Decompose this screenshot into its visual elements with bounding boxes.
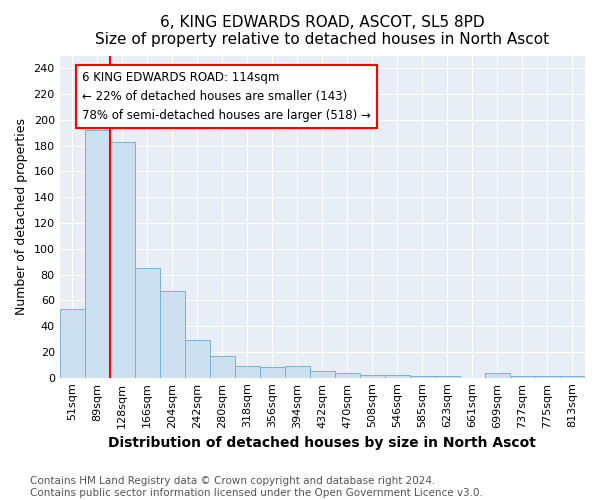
Y-axis label: Number of detached properties: Number of detached properties [15, 118, 28, 315]
Bar [85, 130, 110, 378]
Bar [260, 368, 285, 378]
X-axis label: Distribution of detached houses by size in North Ascot: Distribution of detached houses by size … [109, 436, 536, 450]
Bar [235, 366, 260, 378]
Bar [210, 356, 235, 378]
Bar [310, 371, 335, 378]
Bar [535, 376, 560, 378]
Bar [435, 376, 460, 378]
Text: Contains HM Land Registry data © Crown copyright and database right 2024.
Contai: Contains HM Land Registry data © Crown c… [30, 476, 483, 498]
Bar [360, 375, 385, 378]
Bar [160, 292, 185, 378]
Bar [185, 340, 210, 378]
Text: 6 KING EDWARDS ROAD: 114sqm
← 22% of detached houses are smaller (143)
78% of se: 6 KING EDWARDS ROAD: 114sqm ← 22% of det… [82, 71, 371, 122]
Title: 6, KING EDWARDS ROAD, ASCOT, SL5 8PD
Size of property relative to detached house: 6, KING EDWARDS ROAD, ASCOT, SL5 8PD Siz… [95, 15, 550, 48]
Bar [410, 376, 435, 378]
Bar [135, 268, 160, 378]
Bar [510, 376, 535, 378]
Bar [110, 142, 135, 378]
Bar [485, 372, 510, 378]
Bar [335, 372, 360, 378]
Bar [59, 310, 85, 378]
Bar [385, 375, 410, 378]
Bar [285, 366, 310, 378]
Bar [560, 376, 585, 378]
